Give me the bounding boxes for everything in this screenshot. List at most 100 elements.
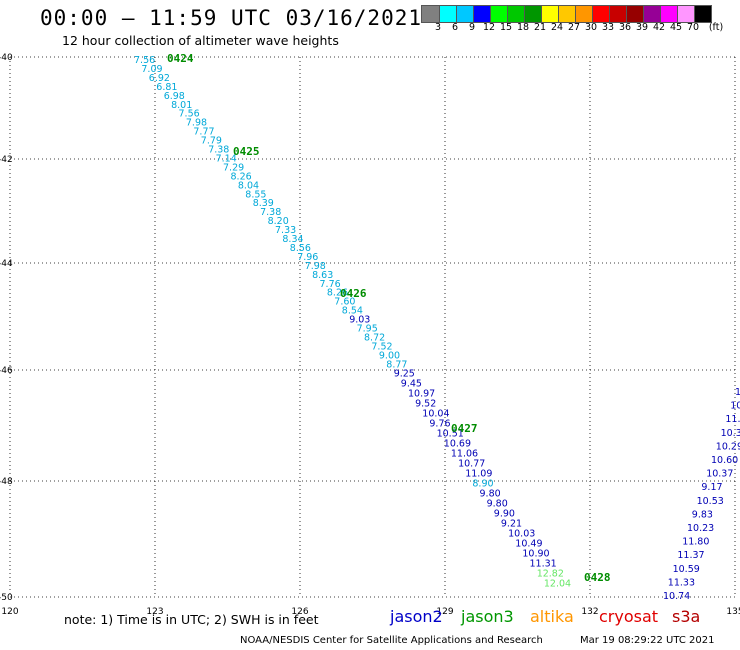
wave-height-label: 10.03 [508, 528, 535, 539]
wave-height-label: 9.21 [501, 518, 522, 529]
wave-height-label: 7.29 [223, 162, 244, 173]
axis-ticks: -40 -42 -44 -46 -48 -50 120 123 126 129 132 135 [0, 53, 740, 617]
wave-height-label: 10.37 [706, 469, 733, 480]
color-scale-label: 42 [652, 22, 666, 33]
longitude-tick-label: 123 [146, 607, 163, 617]
wave-height-label: 8.26 [231, 171, 252, 182]
color-swatch [456, 6, 473, 22]
wave-height-label: 10.51 [437, 428, 464, 439]
map-title: 00:00 – 11:59 UTC 03/16/2021 [40, 6, 423, 30]
wave-height-label: 10.69 [444, 438, 471, 449]
wave-height-label: 7.76 [320, 279, 341, 290]
color-scale-label: 33 [601, 22, 615, 33]
wave-height-label: 10.59 [673, 564, 700, 575]
map-subtitle: 12 hour collection of altimeter wave hei… [62, 33, 339, 48]
wave-height-label: 8.56 [290, 243, 311, 254]
lat-lon-grid [9, 56, 736, 598]
wave-height-label: 7.79 [201, 136, 222, 147]
wave-height-label: 7.56 [134, 55, 155, 66]
wave-height-label: 11.33 [668, 577, 695, 588]
wave-height-label: 8.90 [472, 478, 493, 489]
wave-height-label: 9.76 [429, 418, 450, 429]
wave-height-label: 8.34 [282, 234, 303, 245]
wave-height-label: 7.33 [275, 225, 296, 236]
wave-height-label: 10.90 [522, 548, 549, 559]
color-swatch [609, 6, 626, 22]
wave-height-label: 8.20 [268, 216, 289, 227]
wave-height-label: 12.82 [537, 568, 564, 579]
latitude-tick-label: -44 [0, 259, 13, 269]
altimeter-track-2: 10.74 11.33 10.59 11.37 11.80 10.23 9.83 10.53 9… [663, 387, 740, 602]
longitude-tick-label: 132 [581, 607, 598, 617]
wave-height-label: 8.77 [386, 359, 407, 370]
wave-height-label: 9.90 [494, 508, 515, 519]
satellite-legend-jason2: jason2 [390, 607, 443, 626]
wave-height-color-scale [421, 5, 712, 23]
pass-time-label: 0427 [451, 422, 478, 435]
wave-height-label: 10.3 [721, 428, 740, 439]
wave-height-label: 8.55 [245, 189, 266, 200]
longitude-tick-label: 120 [1, 607, 18, 617]
wave-height-label: 9.83 [692, 509, 713, 520]
credit-footer: NOAA/NESDIS Center for Satellite Applica… [240, 635, 543, 646]
latitude-tick-label: -48 [0, 477, 13, 487]
color-scale-label: 27 [567, 22, 581, 33]
latitude-tick-label: -50 [0, 593, 13, 603]
pass-labels: 0424 0425 0426 0427 0428 [167, 52, 611, 584]
color-swatch [694, 6, 711, 22]
color-swatch [524, 6, 541, 22]
wave-height-label: 7.96 [297, 252, 318, 263]
color-swatch [490, 6, 507, 22]
pass-time-label: 0424 [167, 52, 194, 65]
color-scale-label: 21 [533, 22, 547, 33]
wave-height-label: 11.09 [465, 468, 492, 479]
color-swatch [558, 6, 575, 22]
wave-height-label: 7.52 [371, 341, 392, 352]
color-swatch [660, 6, 677, 22]
color-scale-label: 6 [451, 22, 459, 33]
wave-height-label: 6.98 [164, 91, 185, 102]
wave-height-label: 8.72 [364, 332, 385, 343]
satellite-legend-s3a: s3a [672, 607, 701, 626]
color-scale-label: 12 [482, 22, 496, 33]
wave-height-label: 10.74 [663, 591, 690, 602]
longitude-tick-label: 129 [436, 607, 453, 617]
wave-height-label: 11.06 [451, 448, 478, 459]
wave-height-label: 11.37 [677, 550, 704, 561]
wave-height-label: 9.25 [394, 368, 415, 379]
color-swatch [643, 6, 660, 22]
wave-height-label: 7.77 [193, 127, 214, 138]
color-scale-label: 24 [550, 22, 564, 33]
wave-height-label: 9.00 [379, 350, 400, 361]
latitude-tick-label: -40 [0, 53, 13, 63]
wave-height-label: 12.04 [544, 578, 571, 589]
wave-height-label: 6.81 [156, 82, 177, 93]
color-scale-label: 15 [499, 22, 513, 33]
wave-height-label: 6.92 [149, 73, 170, 84]
color-swatch [575, 6, 592, 22]
wave-height-label: 10.49 [515, 538, 542, 549]
wave-height-label: 7.60 [334, 297, 355, 308]
color-swatch [541, 6, 558, 22]
satellite-legend-jason3: jason3 [461, 607, 514, 626]
wave-height-label: 8.04 [238, 180, 259, 191]
color-swatch [677, 6, 694, 22]
color-scale-label: 45 [669, 22, 683, 33]
wave-height-label: 10.77 [458, 458, 485, 469]
wave-height-label: 11.80 [682, 537, 709, 548]
color-swatch [507, 6, 524, 22]
pass-time-label: 0426 [340, 287, 367, 300]
wave-height-label: 8.54 [342, 306, 363, 317]
longitude-tick-label: 126 [291, 607, 308, 617]
wave-height-label: 7.98 [186, 118, 207, 129]
color-swatch [626, 6, 643, 22]
wave-height-label: 9.03 [349, 315, 370, 326]
latitude-tick-label: -46 [0, 366, 13, 376]
wave-height-label: 8.39 [253, 198, 274, 209]
wave-height-label: 10.60 [711, 455, 738, 466]
wave-height-label: 11. [725, 414, 740, 425]
wave-height-label: 7.56 [179, 109, 200, 120]
wave-height-label: 10.29 [716, 441, 740, 452]
wave-height-label: 7.38 [208, 145, 229, 156]
